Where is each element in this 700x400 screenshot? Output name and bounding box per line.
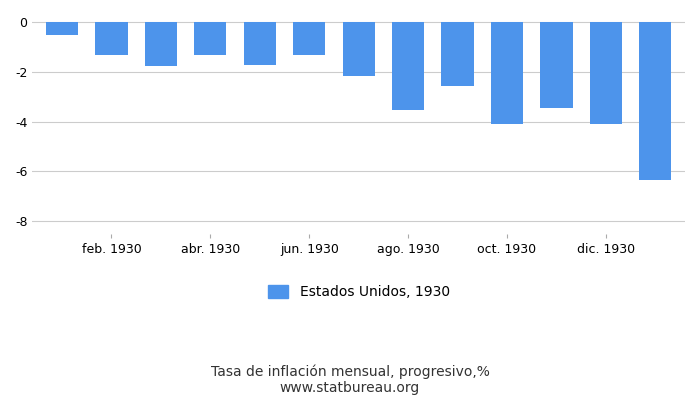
Text: Tasa de inflación mensual, progresivo,%: Tasa de inflación mensual, progresivo,% (211, 364, 489, 379)
Legend: Estados Unidos, 1930: Estados Unidos, 1930 (262, 280, 455, 305)
Text: www.statbureau.org: www.statbureau.org (280, 381, 420, 395)
Bar (95, 22, 127, 55)
Bar (195, 22, 226, 55)
Bar (540, 22, 573, 108)
Bar (442, 22, 474, 86)
Bar (590, 22, 622, 124)
Bar (392, 22, 424, 110)
Bar (342, 22, 375, 76)
Bar (46, 22, 78, 35)
Bar (145, 22, 177, 66)
Bar (244, 22, 276, 65)
Bar (293, 22, 326, 55)
Bar (491, 22, 523, 124)
Bar (639, 22, 671, 180)
